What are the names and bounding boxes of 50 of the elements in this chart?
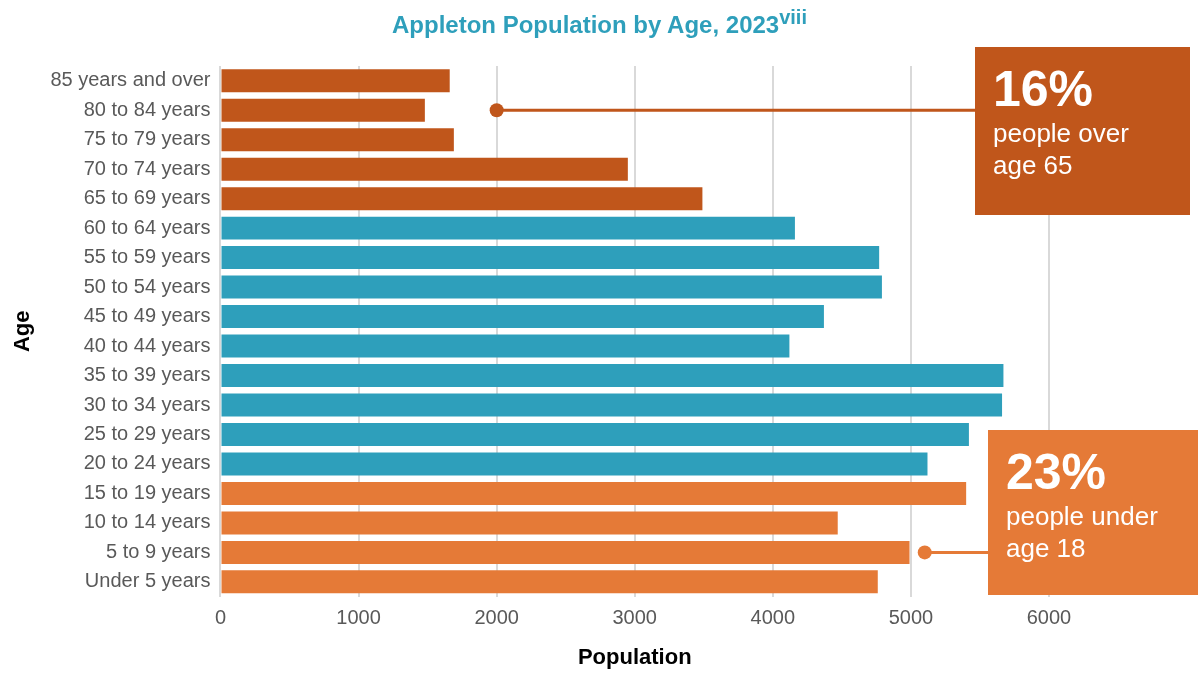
y-tick-label: 25 to 29 years — [83, 421, 211, 444]
bar — [221, 393, 1003, 417]
bar — [221, 157, 628, 181]
x-tick-label: 2000 — [474, 606, 519, 629]
y-tick-label: 75 to 79 years — [83, 127, 211, 150]
y-tick-label: 40 to 44 years — [83, 333, 211, 356]
chart-title: Appleton Population by Age, 2023$^{viii}$ — [391, 6, 808, 39]
bar — [221, 187, 703, 211]
y-tick-label: 60 to 64 years — [83, 215, 211, 238]
bar — [221, 275, 882, 299]
y-tick-label: 5 to 9 years — [105, 539, 211, 562]
y-axis-title: Age — [9, 310, 35, 353]
y-tick-label: Under 5 years — [84, 569, 211, 592]
y-tick-label: 70 to 74 years — [83, 156, 211, 179]
bar — [221, 540, 910, 564]
bar — [221, 69, 450, 93]
y-tick-label: 65 to 69 years — [83, 186, 211, 209]
x-tick-label: 4000 — [750, 606, 796, 629]
bar — [221, 305, 824, 329]
y-tick-label: 85 years and over — [50, 68, 211, 91]
x-tick-label: 6000 — [1026, 606, 1072, 629]
y-tick-label: 20 to 24 years — [83, 451, 211, 474]
annotation: people under age 18 — [1006, 500, 1159, 564]
x-tick-label: 3000 — [612, 606, 657, 629]
bar — [221, 481, 967, 505]
annotation: 23% — [1006, 444, 1108, 500]
x-tick-label: 1000 — [336, 606, 381, 629]
y-tick-label: 10 to 14 years — [83, 510, 211, 533]
bar — [221, 216, 795, 240]
bar — [221, 570, 878, 594]
y-tick-label: 15 to 19 years — [83, 480, 211, 503]
y-tick-label: 55 to 59 years — [83, 245, 211, 268]
x-tick-label: 5000 — [888, 606, 934, 629]
bar — [221, 422, 969, 446]
bar — [221, 364, 1004, 388]
y-tick-label: 80 to 84 years — [83, 97, 211, 120]
bar — [221, 452, 928, 476]
x-axis-title: Population — [577, 643, 692, 669]
y-tick-label: 50 to 54 years — [83, 274, 211, 297]
bar — [221, 128, 454, 152]
annotation: people over age 65 — [993, 117, 1130, 181]
x-tick-label: 0 — [214, 606, 227, 629]
y-tick-label: 45 to 49 years — [83, 304, 211, 327]
bar — [221, 98, 425, 122]
y-tick-label: 30 to 34 years — [83, 392, 211, 415]
bar — [221, 246, 880, 270]
annotation: 16% — [993, 61, 1095, 117]
y-tick-label: 35 to 39 years — [83, 363, 211, 386]
bar — [221, 334, 790, 358]
bar — [221, 511, 838, 535]
